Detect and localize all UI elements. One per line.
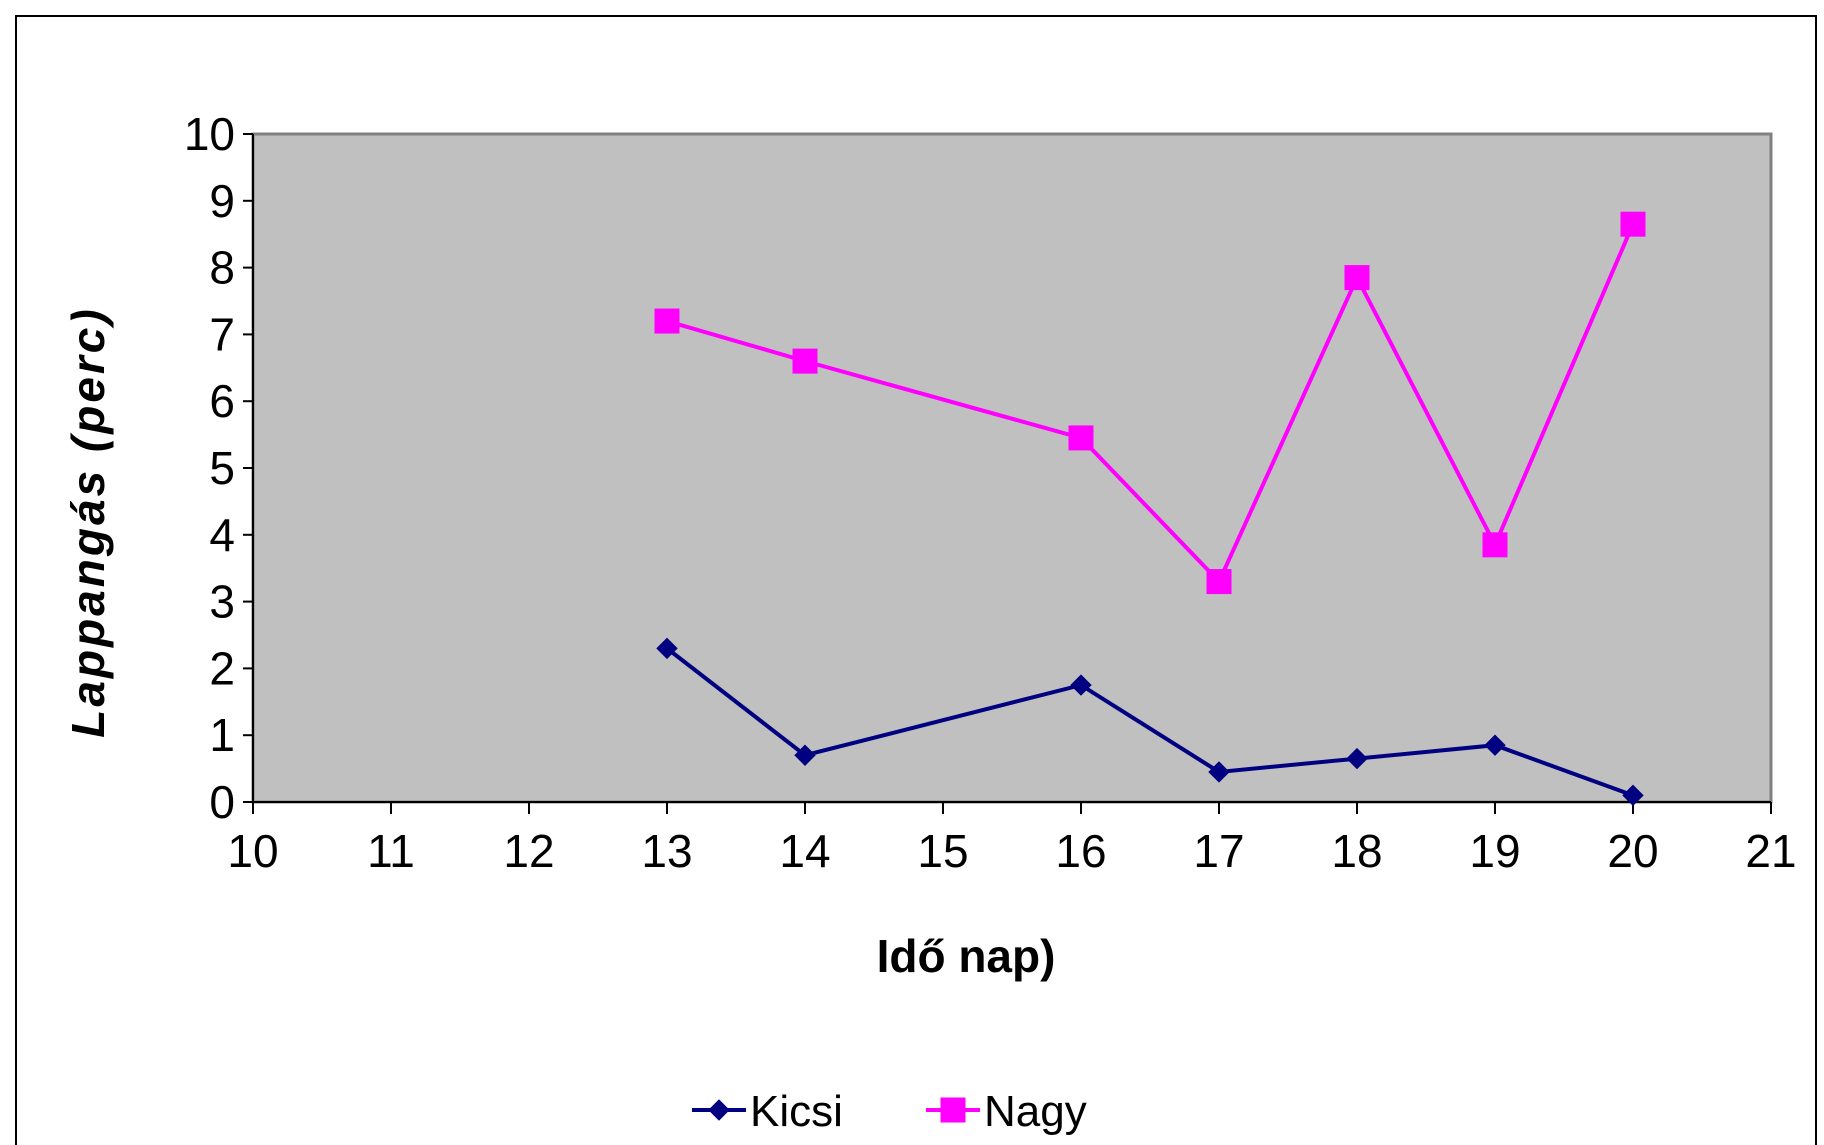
x-tick-label: 16	[1055, 825, 1106, 877]
x-tick-label: 20	[1607, 825, 1658, 877]
legend-label: Nagy	[984, 1087, 1087, 1136]
y-tick-label: 8	[209, 242, 235, 294]
x-axis-title: Idő nap)	[877, 930, 1056, 982]
data-point	[1344, 265, 1370, 291]
x-tick-label: 18	[1331, 825, 1382, 877]
data-point	[656, 637, 678, 660]
data-point	[1620, 211, 1646, 237]
x-tick-label: 11	[367, 825, 415, 877]
y-axis: 0 1 2 3 4 5 6 7 8 9 10	[184, 108, 254, 828]
y-tick-label: 4	[209, 509, 235, 561]
series-nagy	[654, 211, 1646, 595]
y-tick-label: 0	[209, 776, 235, 828]
x-tick-label: 15	[917, 825, 968, 877]
x-tick-label: 14	[779, 825, 830, 877]
legend: Kicsi Nagy	[692, 1087, 1087, 1136]
x-tick-label: 19	[1469, 825, 1520, 877]
y-tick-label: 5	[209, 442, 235, 494]
x-tick-label: 21	[1745, 825, 1796, 877]
legend-marker	[708, 1099, 730, 1121]
y-axis-title: Lappangás (perc)	[62, 306, 114, 737]
x-tick-label: 12	[503, 825, 554, 877]
y-tick-label: 7	[209, 308, 235, 360]
data-point	[1484, 734, 1506, 756]
y-tick-label: 2	[209, 642, 235, 694]
x-axis: 10 11 12 13 14 15 16 17 18 19 20 21	[227, 801, 1797, 877]
data-point	[1346, 747, 1368, 770]
x-tick-label: 10	[227, 825, 278, 877]
data-point	[1208, 761, 1230, 783]
y-tick-label: 3	[209, 576, 235, 628]
legend-item-nagy: Nagy	[926, 1087, 1087, 1136]
data-point	[1206, 569, 1232, 595]
series-layer	[654, 211, 1646, 807]
y-tick-label: 6	[209, 375, 235, 427]
y-tick-label: 9	[209, 175, 235, 227]
x-tick-label: 17	[1193, 825, 1244, 877]
series-kicsi	[656, 637, 1644, 807]
data-point	[794, 744, 816, 766]
data-point	[792, 348, 818, 374]
data-point	[1068, 425, 1094, 451]
legend-label: Kicsi	[750, 1087, 843, 1136]
x-tick-label: 13	[641, 825, 692, 877]
y-tick-label: 1	[209, 709, 235, 761]
data-point	[1482, 532, 1508, 558]
y-tick-label: 10	[184, 108, 235, 160]
legend-item-kicsi: Kicsi	[692, 1087, 843, 1136]
data-point	[1622, 784, 1644, 807]
data-point	[654, 308, 680, 334]
data-point	[1070, 674, 1092, 696]
legend-marker	[940, 1097, 966, 1123]
plot-area	[251, 132, 1773, 804]
